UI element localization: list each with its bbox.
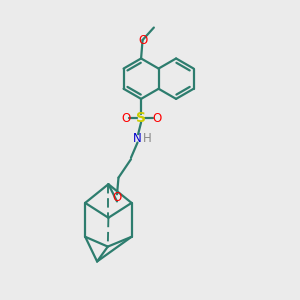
Text: N: N [133, 132, 142, 145]
Text: O: O [112, 191, 122, 204]
Text: O: O [121, 112, 130, 125]
Text: H: H [143, 132, 152, 145]
Text: O: O [138, 34, 147, 46]
Text: S: S [136, 111, 146, 125]
Text: O: O [152, 112, 161, 125]
